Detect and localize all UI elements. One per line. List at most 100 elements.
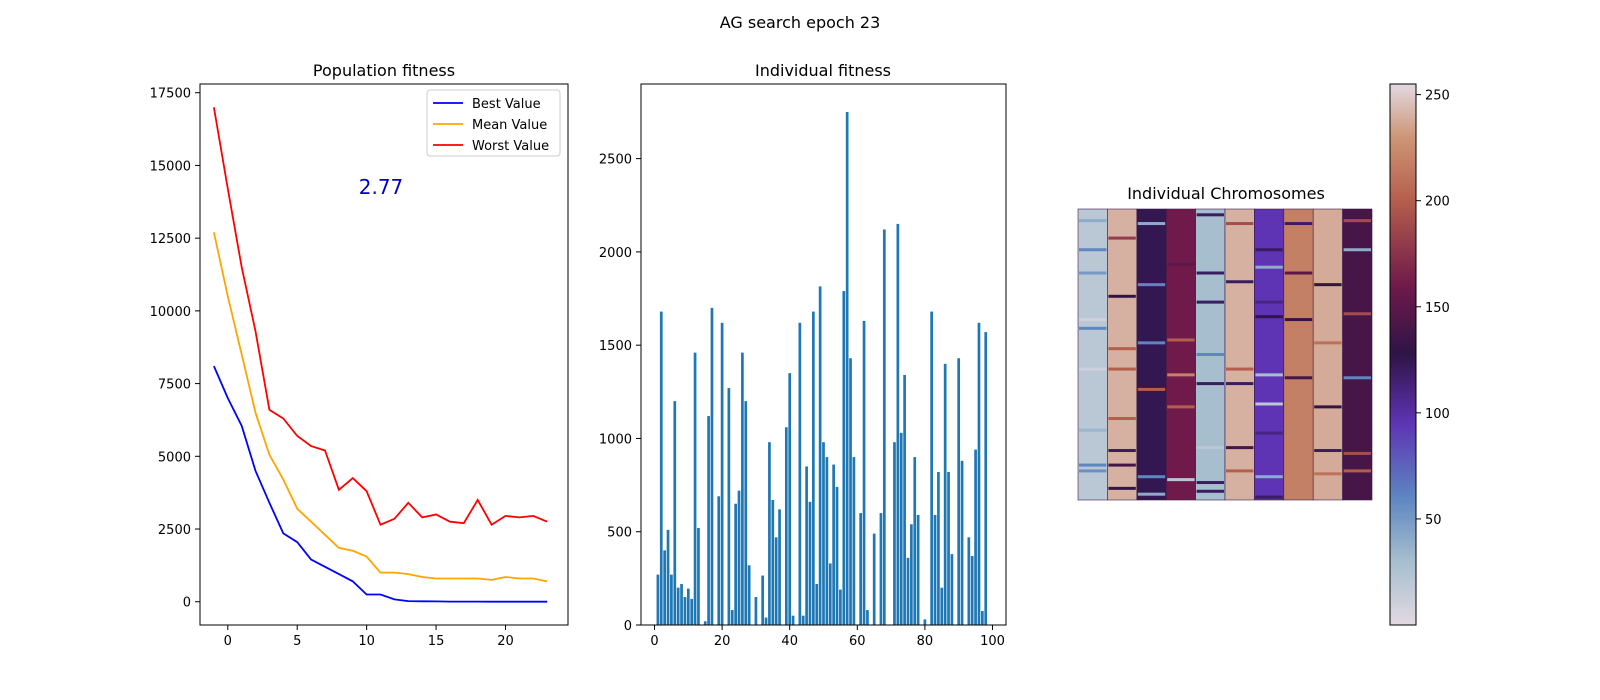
gene-band <box>1167 338 1195 342</box>
fitness-bar <box>774 537 778 625</box>
fitness-bar <box>980 611 984 625</box>
fitness-bar <box>960 460 964 625</box>
y-tick-label: 2000 <box>599 246 632 261</box>
colorbar-tick-label: 50 <box>1425 513 1442 528</box>
gene-band <box>1196 446 1224 450</box>
fitness-bar <box>839 589 842 625</box>
x-tick-label: 20 <box>497 634 514 649</box>
gene-band <box>1255 265 1283 269</box>
gene-band <box>1196 481 1224 485</box>
chromosome-column <box>1224 208 1255 501</box>
gene-band <box>1255 475 1283 479</box>
y-tick-label: 500 <box>607 526 632 541</box>
y-tick-label: 1500 <box>599 339 632 354</box>
fitness-bar <box>866 610 869 625</box>
fitness-bar <box>937 472 940 625</box>
gene-band <box>1226 446 1254 450</box>
gene-band <box>1226 367 1254 371</box>
fitness-bar <box>727 388 731 625</box>
gene-band <box>1343 312 1371 316</box>
fitness-bar <box>879 513 883 625</box>
gene-band <box>1314 449 1342 453</box>
gene-band <box>1079 428 1107 432</box>
fitness-bar <box>788 373 792 625</box>
fitness-bar <box>673 401 677 625</box>
x-tick-label: 10 <box>358 634 375 649</box>
chromosome-column <box>1283 208 1314 501</box>
x-tick-label: 60 <box>849 634 866 649</box>
fitness-bar <box>656 574 660 625</box>
gene-band <box>1108 449 1136 453</box>
fitness-bar <box>950 554 954 625</box>
best-value-line <box>213 365 548 603</box>
gene-band <box>1343 451 1371 455</box>
gene-band <box>1108 463 1136 467</box>
fitness-bar <box>943 363 947 625</box>
fitness-bar <box>693 352 697 625</box>
gene-band <box>1079 469 1107 473</box>
gene-band <box>1343 469 1371 473</box>
fitness-bar <box>835 486 839 625</box>
legend-best-label: Best Value <box>472 97 541 112</box>
colorbar-gradient <box>1389 83 1417 626</box>
fitness-bar <box>977 322 981 625</box>
gene-band <box>1108 347 1136 351</box>
fitness-bar <box>916 514 920 625</box>
fitness-bar <box>670 574 673 625</box>
chromosome-column <box>1342 208 1373 501</box>
fitness-bar <box>663 550 667 625</box>
individual-fitness-title: Individual fitness <box>755 61 891 80</box>
population-fitness-frame <box>199 83 569 626</box>
chromosomes-panel: Individual Chromosomes 50 100 150 200 250 <box>1077 83 1450 626</box>
chromosomes-title: Individual Chromosomes <box>1127 184 1325 203</box>
y-tick-label: 7500 <box>158 378 191 393</box>
fitness-bar <box>947 472 950 625</box>
fitness-bar <box>862 320 866 625</box>
fitness-bar <box>710 307 714 625</box>
gene-band <box>1196 489 1224 493</box>
gene-band <box>1167 478 1195 482</box>
fitness-bar <box>852 457 856 625</box>
x-tick-label: 0 <box>224 634 232 649</box>
gene-band <box>1343 376 1371 380</box>
fitness-bar <box>845 111 849 626</box>
x-tick-label: 0 <box>650 634 658 649</box>
x-tick-label: 80 <box>917 634 934 649</box>
population-fitness-panel: Population fitness 0 5 10 15 20 0 2500 5000 7500… <box>150 61 569 649</box>
fitness-bar <box>764 617 768 625</box>
fitness-bar <box>771 500 775 625</box>
y-tick-label: 2500 <box>599 153 632 168</box>
gene-band <box>1343 248 1371 252</box>
gene-band <box>1196 213 1224 217</box>
gene-band <box>1226 280 1254 284</box>
fitness-bar <box>822 442 825 625</box>
population-fitness-plot-area: 0 5 10 15 20 0 2500 5000 7500 10000 12500 15000 1750… <box>150 87 548 649</box>
fitness-bar <box>798 322 802 625</box>
fitness-bar <box>923 619 927 625</box>
fitness-bar <box>697 527 700 625</box>
chromosome-column <box>1077 208 1108 501</box>
gene-band <box>1108 417 1136 421</box>
fitness-bar <box>893 442 896 625</box>
fitness-bar <box>683 597 687 625</box>
fitness-bar <box>967 537 971 625</box>
gene-band <box>1079 326 1107 330</box>
gene-band <box>1167 405 1195 409</box>
fitness-bar <box>741 352 744 625</box>
fitness-bar <box>703 621 707 625</box>
fitness-bar <box>808 501 812 625</box>
gene-band <box>1314 405 1342 409</box>
gene-band <box>1255 373 1283 377</box>
gene-band <box>1196 271 1224 275</box>
gene-band <box>1196 353 1224 356</box>
colorbar-tick-label: 200 <box>1425 195 1450 210</box>
gene-band <box>1226 222 1254 226</box>
fitness-bar <box>872 533 876 625</box>
fitness-bar <box>730 610 734 625</box>
gene-band <box>1226 469 1254 473</box>
fitness-bar <box>970 555 974 625</box>
y-tick-label: 17500 <box>150 87 191 102</box>
fitness-bar <box>801 615 805 625</box>
fitness-bar <box>659 311 663 625</box>
